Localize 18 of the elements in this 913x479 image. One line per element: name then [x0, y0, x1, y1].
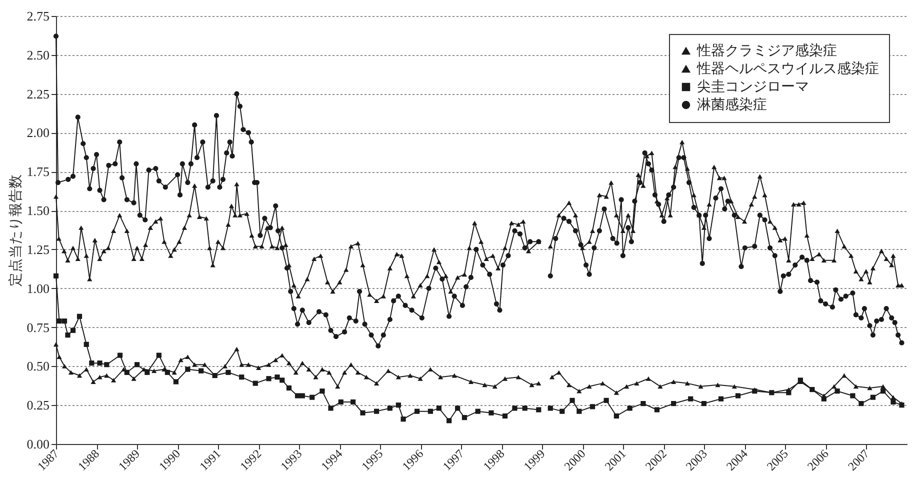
y-tick-label: 0.75 — [26, 320, 50, 335]
y-tick-label: 2.50 — [26, 47, 50, 62]
y-tick-label: 2.75 — [26, 8, 50, 24]
x-tick-label: 1991 — [196, 446, 224, 474]
y-axis-title: 定点当たり報告数 — [8, 174, 24, 286]
y-tick-label: 1.25 — [26, 242, 50, 257]
legend-label: 淋菌感染症 — [697, 97, 767, 113]
legend-label: 性器クラミジア感染症 — [696, 43, 837, 59]
y-tick-label: 1.75 — [26, 164, 50, 180]
y-tick-label: 1.50 — [26, 203, 50, 218]
y-tick-label: 0.00 — [26, 436, 50, 452]
legend-label: 性器ヘルペスウイルス感染症 — [696, 61, 879, 77]
y-tick-label: 2.25 — [26, 86, 50, 102]
legend-label: 尖圭コンジローマ — [697, 79, 809, 95]
y-tick-label: 0.25 — [26, 398, 50, 413]
y-tick-label: 1.00 — [26, 280, 50, 296]
y-tick-label: 0.50 — [26, 358, 50, 374]
y-tick-label: 2.00 — [26, 125, 50, 140]
